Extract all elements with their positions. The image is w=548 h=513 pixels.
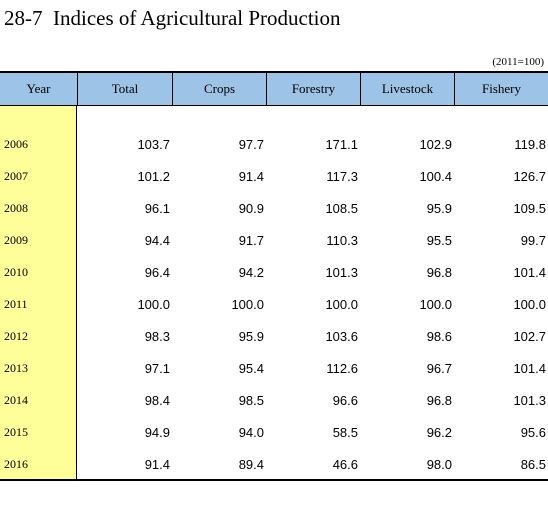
forestry-cell: 46.6 bbox=[332, 456, 358, 472]
forestry-cell: 171.1 bbox=[325, 136, 358, 152]
fishery-cell: 101.4 bbox=[513, 360, 546, 376]
total-cell: 98.4 bbox=[144, 392, 170, 408]
livestock-cell: 102.9 bbox=[419, 136, 452, 152]
year-cell: 2015 bbox=[4, 424, 28, 439]
table-row: 2015 94.9 94.0 58.5 96.2 95.6 bbox=[0, 416, 548, 448]
base-year-note: (2011=100) bbox=[492, 56, 544, 68]
total-cell: 94.4 bbox=[144, 232, 170, 248]
forestry-cell: 112.6 bbox=[326, 360, 358, 376]
total-cell: 91.4 bbox=[144, 456, 170, 472]
livestock-cell: 95.9 bbox=[426, 200, 452, 216]
total-cell: 101.2 bbox=[137, 168, 170, 184]
crops-cell: 91.4 bbox=[238, 168, 264, 184]
table-row: 2012 98.3 95.9 103.6 98.6 102.7 bbox=[0, 320, 548, 352]
table-row: 2007 101.2 91.4 117.3 100.4 126.7 bbox=[0, 160, 548, 192]
year-cell: 2012 bbox=[4, 328, 28, 343]
year-column-highlight bbox=[0, 106, 77, 479]
crops-cell: 94.2 bbox=[238, 264, 264, 280]
fishery-cell: 100.0 bbox=[513, 296, 546, 312]
header-year: Year bbox=[26, 81, 51, 96]
forestry-cell: 117.3 bbox=[326, 168, 358, 184]
year-cell: 2013 bbox=[4, 360, 28, 375]
table-row: 2013 97.1 95.4 112.6 96.7 101.4 bbox=[0, 352, 548, 384]
table-row: 2011 100.0 100.0 100.0 100.0 100.0 bbox=[0, 288, 548, 320]
forestry-cell: 58.5 bbox=[332, 424, 358, 440]
fishery-cell: 102.7 bbox=[513, 328, 546, 344]
table-row: 2006 103.7 97.7 171.1 102.9 119.8 bbox=[0, 128, 548, 160]
table-body: 2006 103.7 97.7 171.1 102.9 119.8 2007 101.2 91.… bbox=[0, 106, 548, 479]
livestock-cell: 100.4 bbox=[419, 168, 452, 184]
table-row: 2009 94.4 91.7 110.3 95.5 99.7 bbox=[0, 224, 548, 256]
total-cell: 100.0 bbox=[137, 296, 170, 312]
forestry-cell: 100.0 bbox=[325, 296, 358, 312]
fishery-cell: 109.5 bbox=[513, 200, 546, 216]
crops-cell: 89.4 bbox=[238, 456, 264, 472]
year-cell: 2014 bbox=[4, 392, 28, 407]
table-row: 2016 91.4 89.4 46.6 98.0 86.5 bbox=[0, 448, 548, 480]
crops-cell: 100.0 bbox=[231, 296, 264, 312]
total-cell: 98.3 bbox=[144, 328, 170, 344]
year-cell: 2008 bbox=[4, 200, 28, 215]
table-row: 2014 98.4 98.5 96.6 96.8 101.3 bbox=[0, 384, 548, 416]
page-title: 28-7 Indices of Agricultural Production bbox=[4, 6, 341, 30]
header-forestry: Forestry bbox=[266, 73, 360, 105]
livestock-cell: 96.8 bbox=[426, 264, 452, 280]
production-indices-table: Year Total Crops Forestry Livestock Fish… bbox=[0, 71, 548, 481]
forestry-cell: 96.6 bbox=[332, 392, 358, 408]
fishery-cell: 101.3 bbox=[513, 392, 546, 408]
year-cell: 2009 bbox=[4, 232, 28, 247]
crops-cell: 91.7 bbox=[238, 232, 264, 248]
crops-cell: 97.7 bbox=[238, 136, 264, 152]
livestock-cell: 95.5 bbox=[426, 232, 452, 248]
total-cell: 94.9 bbox=[144, 424, 170, 440]
table-row: 2010 96.4 94.2 101.3 96.8 101.4 bbox=[0, 256, 548, 288]
fishery-cell: 126.7 bbox=[513, 168, 546, 184]
livestock-cell: 98.6 bbox=[426, 328, 452, 344]
livestock-cell: 96.8 bbox=[426, 392, 452, 408]
forestry-cell: 110.3 bbox=[326, 232, 358, 248]
crops-cell: 95.9 bbox=[238, 328, 264, 344]
forestry-cell: 108.5 bbox=[325, 200, 358, 216]
year-cell: 2011 bbox=[4, 296, 28, 311]
livestock-cell: 96.7 bbox=[426, 360, 452, 376]
header-fishery: Fishery bbox=[454, 73, 548, 105]
total-cell: 96.4 bbox=[144, 264, 170, 280]
header-total: Total bbox=[77, 73, 172, 105]
total-cell: 103.7 bbox=[137, 136, 170, 152]
header-livestock: Livestock bbox=[360, 73, 454, 105]
livestock-cell: 96.2 bbox=[426, 424, 452, 440]
livestock-cell: 100.0 bbox=[419, 296, 452, 312]
year-cell: 2007 bbox=[4, 168, 28, 183]
crops-cell: 98.5 bbox=[238, 392, 264, 408]
year-cell: 2006 bbox=[4, 136, 28, 151]
forestry-cell: 101.3 bbox=[325, 264, 358, 280]
crops-cell: 94.0 bbox=[238, 424, 264, 440]
year-cell: 2016 bbox=[4, 456, 28, 471]
fishery-cell: 119.8 bbox=[514, 136, 546, 152]
fishery-cell: 95.6 bbox=[520, 424, 546, 440]
fishery-cell: 99.7 bbox=[520, 232, 546, 248]
crops-cell: 90.9 bbox=[238, 200, 264, 216]
fishery-cell: 101.4 bbox=[513, 264, 546, 280]
total-cell: 96.1 bbox=[144, 200, 170, 216]
table-header-row: Year Total Crops Forestry Livestock Fish… bbox=[0, 73, 548, 106]
header-crops: Crops bbox=[172, 73, 266, 105]
year-cell: 2010 bbox=[4, 264, 28, 279]
total-cell: 97.1 bbox=[144, 360, 170, 376]
livestock-cell: 98.0 bbox=[426, 456, 452, 472]
crops-cell: 95.4 bbox=[238, 360, 264, 376]
fishery-cell: 86.5 bbox=[520, 456, 546, 472]
table-row: 2008 96.1 90.9 108.5 95.9 109.5 bbox=[0, 192, 548, 224]
table-rows: 2006 103.7 97.7 171.1 102.9 119.8 2007 101.2 91.… bbox=[0, 128, 548, 480]
forestry-cell: 103.6 bbox=[325, 328, 358, 344]
